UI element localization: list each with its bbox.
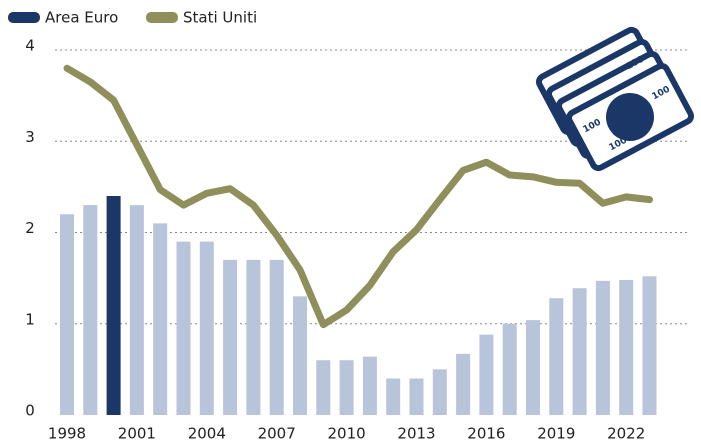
- bar: [432, 369, 447, 415]
- bar: [129, 205, 144, 415]
- x-tick-label: 2001: [118, 425, 156, 443]
- legend-label: Stati Uniti: [183, 9, 257, 27]
- bar: [549, 298, 564, 415]
- money-icon: 100 100 100 100: [535, 26, 695, 172]
- bar: [83, 205, 98, 415]
- bar: [339, 360, 354, 415]
- legend-label: Area Euro: [45, 9, 118, 27]
- bar: [595, 280, 610, 415]
- x-tick-label: 2010: [328, 425, 366, 443]
- y-tick-label: 1: [25, 310, 35, 328]
- legend-swatch: [146, 12, 178, 23]
- x-tick-label: 2019: [537, 425, 575, 443]
- bar: [316, 360, 331, 415]
- x-tick-label: 1998: [48, 425, 86, 443]
- bar: [293, 296, 307, 415]
- bar: [176, 241, 191, 415]
- plot: 0 1 2 3 4 1998 2001 2004 2007 2010 2013 2016 2019 202…: [8, 9, 690, 443]
- y-tick-label: 3: [25, 128, 35, 146]
- bar: [106, 196, 121, 415]
- bar: [619, 279, 634, 415]
- legend-swatch: [8, 12, 40, 23]
- line: [63, 64, 653, 329]
- bar: [502, 323, 517, 415]
- x-tick-label: 2016: [467, 425, 505, 443]
- bar: [409, 378, 424, 415]
- bar: [223, 259, 238, 415]
- bar: [456, 353, 471, 415]
- bar: [526, 320, 540, 415]
- banknote-circle: [606, 93, 654, 141]
- x-tick-label: 2007: [258, 425, 296, 443]
- bar: [479, 334, 494, 415]
- bar: [642, 276, 657, 415]
- x-tick-label: 2013: [397, 425, 435, 443]
- bar: [199, 241, 214, 415]
- bar: [386, 378, 401, 415]
- x-tick-label: 2022: [607, 425, 645, 443]
- bar: [269, 259, 284, 415]
- bar: [572, 288, 587, 415]
- x-tick-label: 2004: [188, 425, 226, 443]
- y-tick-label: 4: [25, 37, 35, 55]
- bar: [246, 259, 261, 415]
- bar: [153, 223, 168, 415]
- y-tick-label: 0: [25, 402, 35, 420]
- bar: [60, 214, 74, 415]
- bar: [362, 356, 377, 415]
- y-tick-label: 2: [25, 219, 35, 237]
